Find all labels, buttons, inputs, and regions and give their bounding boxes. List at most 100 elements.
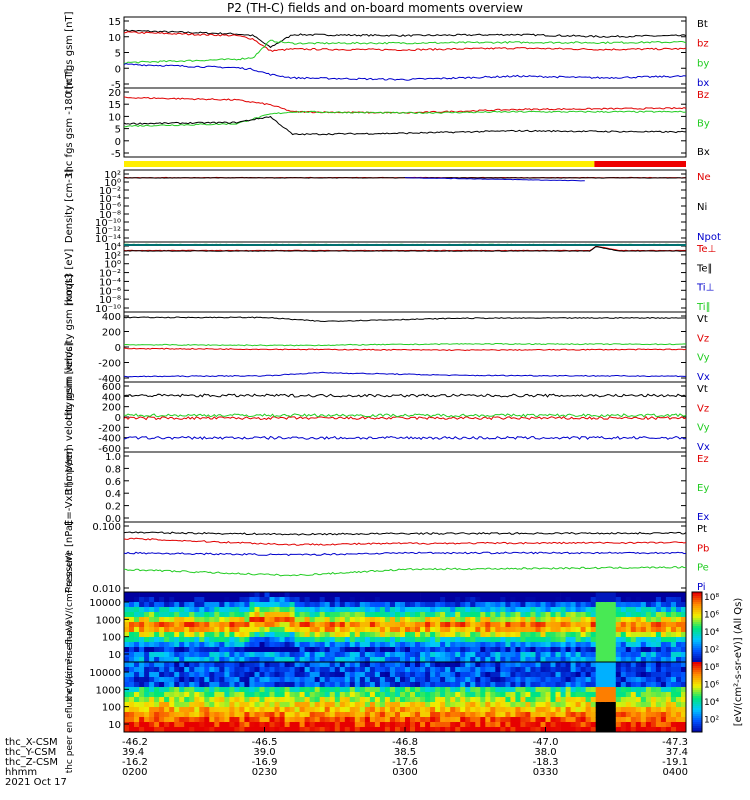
spectrogram-cell — [184, 717, 190, 723]
spectrogram-cell — [279, 607, 285, 613]
spectrogram-cell — [625, 597, 632, 603]
spectrogram-cell — [174, 687, 180, 693]
spectrogram-cell — [294, 687, 300, 693]
spectrogram-cell — [164, 667, 170, 673]
spectrogram-cell — [595, 692, 602, 698]
spectrogram-cell — [400, 692, 406, 698]
spectrogram-cell — [465, 602, 471, 608]
spectrogram-cell — [309, 672, 316, 678]
spectrogram-cell — [550, 662, 556, 668]
spectrogram-cell — [470, 597, 476, 603]
panel-frame — [123, 241, 687, 313]
spectrogram-cell — [470, 682, 476, 688]
spectrogram-cell — [590, 702, 597, 708]
spectrogram-cell — [425, 717, 431, 723]
spectrogram-cell — [430, 652, 436, 658]
spectrogram-cell — [655, 637, 662, 643]
spectrogram-cell — [485, 632, 491, 638]
spectrogram-cell — [670, 627, 677, 633]
spectrogram-cell — [625, 687, 632, 693]
spectrogram-cell — [149, 687, 155, 693]
spectrogram-cell — [199, 642, 205, 648]
spectrogram-cell — [219, 647, 225, 653]
spectrogram-cell — [520, 642, 526, 648]
spectrogram-cell — [575, 627, 581, 633]
spectrogram-cell — [204, 612, 210, 618]
y-tick-label: 10⁻¹² — [95, 226, 121, 237]
spectrogram-cell — [189, 612, 195, 618]
spectrogram-cell — [124, 672, 130, 678]
spectrogram-cell — [354, 632, 361, 638]
spectrogram-cell — [149, 702, 155, 708]
spectrogram-cell — [520, 597, 526, 603]
spectrogram-cell — [259, 682, 265, 688]
spectrogram-cell — [410, 632, 416, 638]
spectrogram-cell — [530, 722, 536, 728]
spectrogram-cell — [319, 697, 326, 703]
spectrogram-cell — [259, 647, 265, 653]
spectrogram-cell — [359, 697, 366, 703]
spectrogram-cell — [450, 622, 456, 628]
spectrogram-cell — [635, 662, 642, 668]
spectrogram-cell — [435, 702, 441, 708]
spectrogram-cell — [379, 697, 386, 703]
spectrogram-cell — [129, 652, 135, 658]
spectrogram-cell — [214, 692, 220, 698]
spectrogram-cell — [525, 607, 531, 613]
spectrogram-cell — [369, 602, 376, 608]
spectrogram-cell — [515, 722, 521, 728]
spectrogram-cell — [214, 697, 220, 703]
spectrogram-cell — [159, 627, 165, 633]
spectrogram-cell — [164, 607, 170, 613]
spectrogram-cell — [430, 602, 436, 608]
spectrogram-cell — [535, 682, 541, 688]
spectrogram-cell — [239, 692, 245, 698]
spectrogram-cell — [405, 712, 411, 718]
spectrogram-cell — [359, 647, 366, 653]
spectrogram-cell — [510, 647, 516, 653]
legend-entry: Bx — [697, 147, 710, 158]
spectrogram-cell — [610, 702, 617, 708]
spectrogram-cell — [550, 677, 556, 683]
spectrogram-cell — [384, 722, 391, 728]
spectrogram-cell — [625, 637, 632, 643]
colorbar-cell — [692, 604, 702, 607]
spectrogram-cell — [264, 592, 270, 598]
spectrogram-cell — [440, 672, 446, 678]
spectrogram-cell — [259, 687, 265, 693]
spectrogram-cell — [490, 697, 496, 703]
spectrogram-cell — [254, 702, 260, 708]
spectrogram-cell — [420, 692, 426, 698]
spectrogram-cell — [344, 652, 351, 658]
spectrogram-cell — [415, 672, 421, 678]
spectrogram-cell — [159, 722, 165, 728]
spectrogram-cell — [164, 682, 170, 688]
spectrogram-cell — [540, 642, 546, 648]
spectrogram-cell — [129, 627, 135, 633]
spectrogram-cell — [600, 632, 607, 638]
y-tick-label: 0 — [115, 64, 121, 75]
spectrogram-cell — [615, 677, 622, 683]
spectrogram-cell — [234, 722, 240, 728]
spectrogram-cell — [309, 657, 316, 663]
spectrogram-cell — [510, 657, 516, 663]
spectrogram-cell — [410, 727, 416, 733]
spectrogram-cell — [134, 622, 140, 628]
y-tick-label: 10⁻⁴ — [99, 277, 121, 288]
spectrogram-cell — [169, 642, 175, 648]
spectrogram-cell — [204, 602, 210, 608]
spectrogram-cell — [460, 637, 466, 643]
spectrogram-cell — [269, 637, 275, 643]
spectrogram-cell — [374, 667, 381, 673]
spectrogram-cell — [384, 682, 391, 688]
orbit-row-label: thc_Z-CSM — [5, 757, 58, 768]
spectrogram-cell — [134, 687, 140, 693]
spectrogram-cell — [510, 617, 516, 623]
spectrogram-cell — [134, 637, 140, 643]
colorbar-cell — [692, 692, 702, 695]
spectrogram-cell — [124, 612, 130, 618]
spectrogram-cell — [174, 697, 180, 703]
spectrogram-cell — [204, 627, 210, 633]
spectrogram-cell — [169, 727, 175, 733]
spectrogram-cell — [174, 602, 180, 608]
